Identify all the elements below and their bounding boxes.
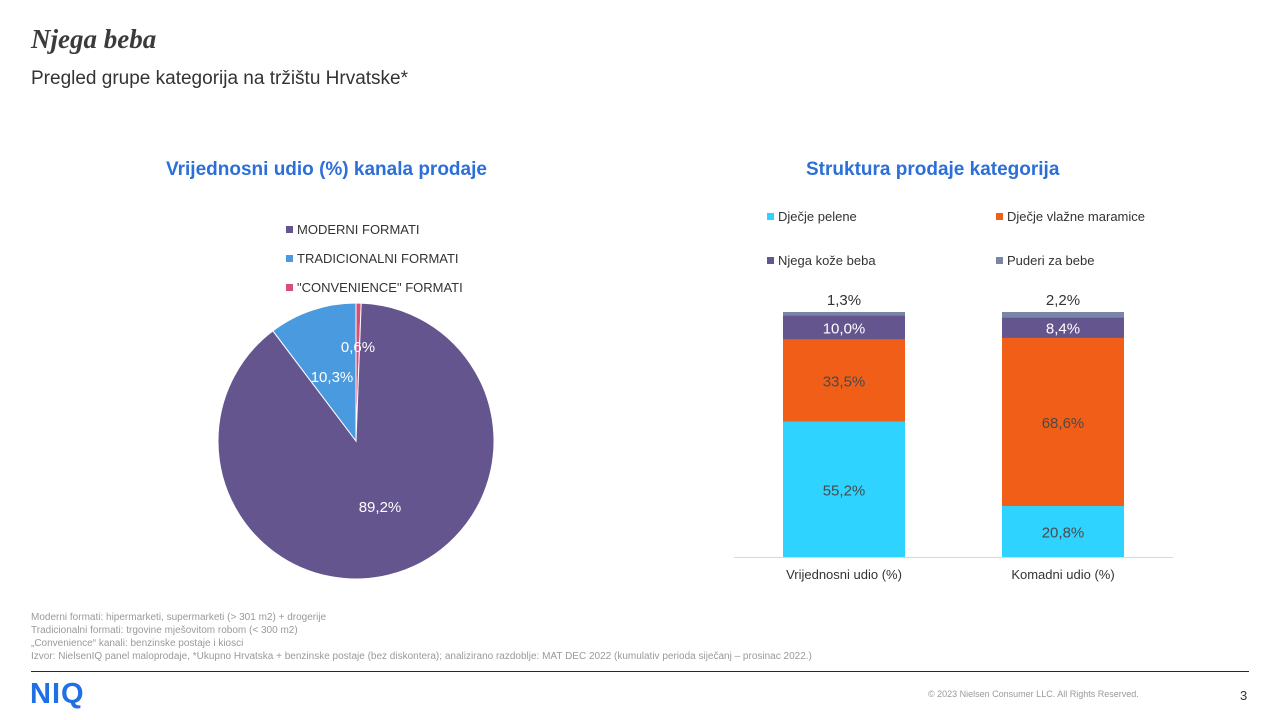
pie-data-label: 89,2%	[359, 499, 402, 516]
footnote-line: Tradicionalni formati: trgovine mješovit…	[31, 625, 298, 636]
bar-data-label: 20,8%	[1042, 525, 1085, 542]
footer-divider	[31, 671, 1249, 672]
bar-segment-njega-ko-e-beba	[1002, 317, 1124, 338]
bar-data-label: 2,2%	[1046, 292, 1080, 309]
footnote-line: Izvor: NielsenIQ panel maloprodaje, *Uku…	[31, 651, 812, 662]
x-tick-label: Komadni udio (%)	[1011, 567, 1114, 582]
copyright-text: © 2023 Nielsen Consumer LLC. All Rights …	[928, 689, 1139, 699]
legend-item-dje-je-pelene: Dječje pelene	[767, 209, 857, 224]
legend-swatch	[767, 257, 774, 264]
legend-swatch	[286, 255, 293, 262]
footnotes: Moderni formati: hipermarketi, supermark…	[31, 611, 812, 663]
bar-segment-njega-ko-e-beba	[783, 315, 905, 340]
bar-data-label: 10,0%	[823, 320, 866, 337]
pie-data-label: 0,6%	[341, 339, 375, 356]
legend-swatch	[286, 284, 293, 291]
page-number: 3	[1240, 688, 1248, 703]
legend-item-puderi-za-bebe: Puderi za bebe	[996, 253, 1094, 268]
legend-swatch	[286, 226, 293, 233]
bar-segment-dje-je-pelene	[783, 421, 905, 557]
bar-segment-dje-je-pelene	[1002, 506, 1124, 557]
legend-label: "CONVENIENCE" FORMATI	[297, 280, 463, 295]
legend-label: Njega kože beba	[778, 253, 876, 268]
legend-swatch	[767, 213, 774, 220]
x-tick-label: Vrijednosni udio (%)	[786, 567, 902, 582]
legend-swatch	[996, 213, 1003, 220]
legend-item-tradicionalni-formati: TRADICIONALNI FORMATI	[286, 251, 459, 266]
pie-slice-tradicionalni-formati	[272, 302, 357, 443]
legend-label: TRADICIONALNI FORMATI	[297, 251, 459, 266]
legend-item-dje-je-vla-ne-maramice: Dječje vlažne maramice	[996, 209, 1145, 224]
legend-swatch	[996, 257, 1003, 264]
bar-segment-puderi-za-bebe	[1002, 312, 1124, 318]
footnote-line: „Convenience“ kanali: benzinske postaje …	[31, 638, 244, 649]
legend-item-njega-ko-e-beba: Njega kože beba	[767, 253, 876, 268]
bar-chart-title: Struktura prodaje kategorija	[806, 159, 1060, 180]
legend-item-moderni-formati: MODERNI FORMATI	[286, 222, 420, 237]
bar-data-label: 8,4%	[1046, 321, 1080, 338]
bar-data-label: 55,2%	[823, 482, 866, 499]
bar-data-label: 33,5%	[823, 374, 866, 391]
slide-title: Njega beba	[31, 24, 157, 54]
footnote-line: Moderni formati: hipermarketi, supermark…	[31, 612, 327, 623]
legend-label: Dječje vlažne maramice	[1007, 209, 1145, 224]
bar-data-label: 68,6%	[1042, 415, 1085, 432]
bar-data-label: 1,3%	[827, 292, 861, 309]
legend-label: Puderi za bebe	[1007, 253, 1095, 268]
legend-label: Dječje pelene	[778, 209, 857, 224]
slide-subtitle: Pregled grupe kategorija na tržištu Hrva…	[31, 68, 409, 89]
bar-segment-puderi-za-bebe	[783, 312, 905, 316]
niq-logo: NIQ	[30, 678, 85, 710]
bar-segment-dje-je-vla-ne-maramice	[783, 339, 905, 422]
legend-item-convenience-formati: "CONVENIENCE" FORMATI	[286, 280, 463, 295]
bar-segment-dje-je-vla-ne-maramice	[1002, 337, 1124, 507]
pie-chart-title: Vrijednosni udio (%) kanala prodaje	[166, 159, 487, 180]
legend-label: MODERNI FORMATI	[297, 222, 420, 237]
pie-data-label: 10,3%	[311, 369, 354, 386]
